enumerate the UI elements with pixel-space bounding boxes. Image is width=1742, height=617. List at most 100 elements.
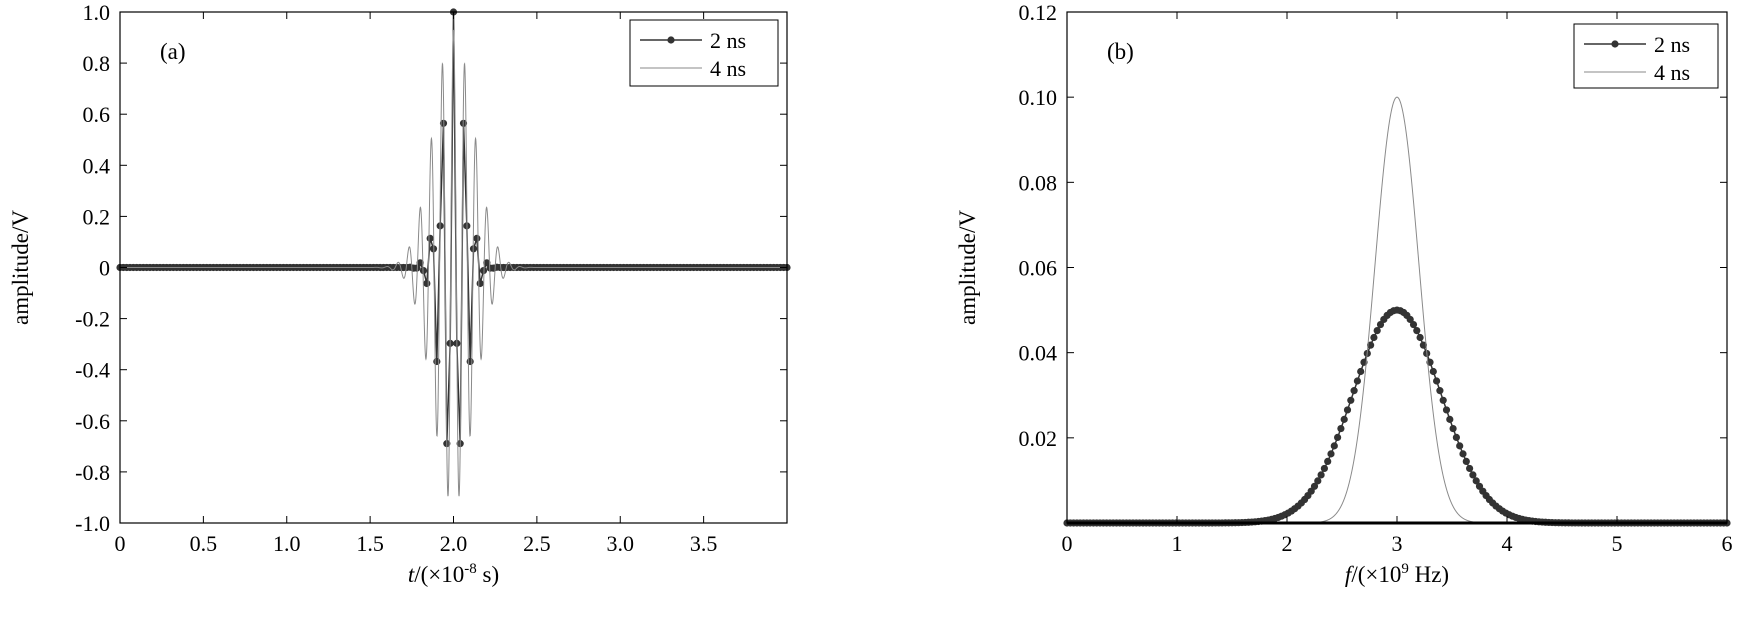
data-point (1409, 320, 1418, 329)
y-tick-label: 0.8 (83, 51, 111, 76)
x-tick-label: 5 (1612, 531, 1623, 556)
data-point (466, 357, 474, 366)
data-point (1357, 367, 1365, 376)
y-tick-label: 0 (99, 256, 110, 281)
legend-label: 2 ns (1654, 32, 1690, 57)
legend-marker (667, 36, 675, 44)
y-tick-label: -0.8 (75, 460, 110, 485)
y-tick-label: 0.4 (83, 153, 111, 178)
data-point (1367, 341, 1375, 349)
data-point (1350, 387, 1358, 395)
data-point (1466, 464, 1474, 473)
axes-frame (1066, 11, 1728, 524)
data-point (1469, 471, 1477, 479)
x-axis-label-post: s) (477, 562, 499, 587)
y-tick-label: 0.06 (1019, 256, 1058, 281)
x-tick-label: 2.5 (523, 531, 551, 556)
y-tick-label: 0.6 (83, 102, 111, 127)
data-point (1449, 424, 1457, 433)
legend: 2 ns 4 ns (629, 19, 779, 87)
y-tick-label: 0.12 (1019, 0, 1058, 25)
legend-label: 4 ns (710, 56, 746, 81)
x-tick-label: 3.5 (690, 531, 718, 556)
series-line-4ns (120, 29, 787, 497)
data-point (1373, 326, 1381, 335)
x-axis-label: f/(×109 Hz) (1345, 561, 1449, 587)
x-tick-label: 2 (1282, 531, 1293, 556)
data-point (1330, 442, 1338, 450)
chart-panel-b: 0 1 2 3 4 5 6 0.02 0.04 0.06 0.08 0.10 0.12 (b) amplit… (955, 0, 1733, 587)
data-point (1353, 377, 1361, 385)
data-point (1317, 471, 1325, 479)
panel-label: (b) (1107, 39, 1134, 64)
x-tick-label: 2.0 (440, 531, 468, 556)
legend-label: 4 ns (1654, 60, 1690, 85)
x-tick-label: 1 (1172, 531, 1183, 556)
data-point (1406, 315, 1414, 324)
y-tick-label: 0.08 (1019, 170, 1058, 195)
panel-label: (a) (160, 39, 186, 64)
data-point (1334, 433, 1342, 441)
x-axis-label-var: t (408, 562, 415, 587)
x-tick-label: 3.0 (607, 531, 635, 556)
x-axis-label: t/(×10-8 s) (408, 561, 499, 587)
x-axis-label-exp: 9 (1401, 561, 1409, 577)
x-tick-label: 0 (115, 531, 126, 556)
data-point (1456, 442, 1464, 450)
data-point (1314, 477, 1322, 485)
x-tick-label: 0.5 (190, 531, 218, 556)
y-tick-label: 1.0 (83, 0, 111, 25)
data-point (1324, 457, 1332, 465)
series-line-2ns (1067, 309, 1727, 524)
data-point (1446, 415, 1454, 423)
x-tick-label: 4 (1502, 531, 1513, 556)
data-point (1376, 320, 1385, 329)
data-point (416, 259, 424, 267)
y-axis-label: amplitude/V (8, 210, 33, 325)
x-axis-label-var: f (1345, 562, 1355, 587)
chart-panel-a: 0 0.5 1.0 1.5 2.0 2.5 3.0 3.5 -1.0 -0.8 -0.6 -0.4 -0… (8, 0, 791, 587)
data-point (1413, 326, 1421, 335)
x-tick-label: 1.5 (356, 531, 384, 556)
y-tick-label: -0.4 (75, 358, 110, 383)
x-axis-label-pre: /(×10 (1351, 562, 1401, 587)
data-point (433, 357, 441, 366)
data-point (1459, 450, 1467, 458)
data-point (473, 234, 481, 242)
plot-area (1063, 96, 1731, 527)
data-point (1320, 464, 1328, 473)
data-point (1340, 415, 1348, 423)
y-tick-label: 0.10 (1019, 85, 1058, 110)
data-point (1337, 424, 1345, 433)
legend: 2 ns 4 ns (1573, 23, 1719, 89)
data-point (1433, 377, 1441, 385)
data-point (1370, 333, 1378, 342)
data-point (1343, 406, 1352, 414)
data-point (1429, 367, 1437, 376)
data-point (413, 264, 421, 272)
y-tick-label: 0.02 (1019, 426, 1058, 451)
y-tick-label: -0.6 (75, 409, 110, 434)
data-point (1442, 406, 1451, 414)
legend-label: 2 ns (710, 28, 746, 53)
y-tick-label: -0.2 (75, 307, 110, 332)
data-point (1416, 333, 1424, 342)
y-tick-label: -1.0 (75, 511, 110, 536)
data-point (1472, 477, 1480, 485)
data-point (483, 259, 491, 267)
legend-box (629, 19, 779, 87)
x-tick-label: 1.0 (273, 531, 301, 556)
data-point (1419, 341, 1427, 349)
x-axis-label-pre: /(×10 (414, 562, 464, 587)
x-axis-label-exp: -8 (464, 561, 477, 577)
legend-marker (1611, 40, 1619, 48)
y-axis-label: amplitude/V (955, 210, 980, 325)
data-point (1452, 433, 1460, 441)
data-point (476, 279, 484, 288)
plot-area (116, 8, 791, 497)
x-tick-label: 6 (1722, 531, 1733, 556)
data-point (1310, 482, 1319, 490)
y-tick-label: 0.04 (1019, 341, 1058, 366)
x-tick-label: 3 (1392, 531, 1403, 556)
